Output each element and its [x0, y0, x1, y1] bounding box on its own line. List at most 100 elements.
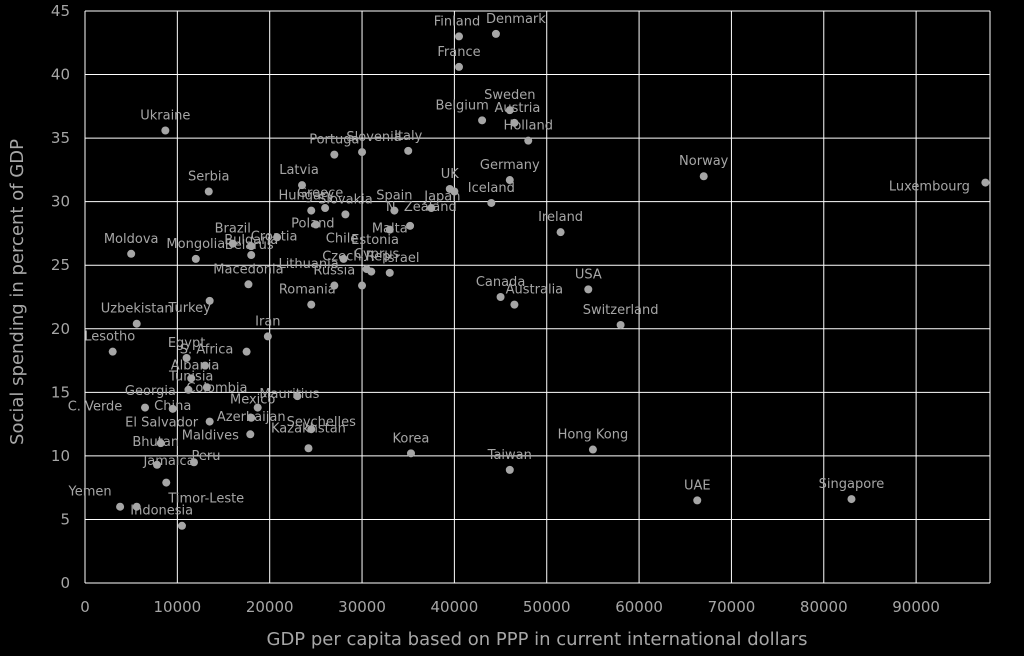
point-label: Slovakia	[318, 192, 373, 207]
x-tick-label: 90000	[892, 598, 940, 616]
point-label: Brazil	[215, 222, 251, 237]
x-tick-label: 30000	[338, 598, 386, 616]
point-label: Kazakhstan	[271, 421, 346, 436]
x-tick-label: 80000	[800, 598, 848, 616]
point-label: Ireland	[538, 210, 583, 225]
y-tick-label: 10	[51, 447, 70, 465]
y-tick-label: 40	[51, 66, 70, 84]
data-point	[168, 404, 177, 413]
y-tick-label: 0	[60, 574, 70, 592]
data-point	[247, 413, 256, 422]
point-label: Lithuania	[278, 257, 338, 272]
point-label: Belarus	[225, 238, 274, 253]
data-point	[330, 150, 339, 159]
y-axis-title: Social spending in percent of GDP	[7, 139, 28, 445]
data-point	[293, 392, 302, 401]
point-label: Peru	[191, 449, 220, 464]
data-point	[246, 430, 255, 439]
point-label: Italy	[394, 129, 423, 144]
point-label: Switzerland	[583, 303, 659, 318]
point-label: Turkey	[168, 301, 212, 316]
point-label: Korea	[393, 431, 430, 446]
point-label: Ukraine	[140, 108, 190, 123]
point-label: Bulgaria	[224, 233, 278, 248]
point-label: Japan	[423, 189, 460, 204]
point-label: Serbia	[188, 169, 229, 184]
point-label: Hong Kong	[558, 428, 629, 443]
data-point	[182, 354, 191, 363]
point-label: Cyprus	[354, 247, 400, 262]
data-point	[556, 228, 565, 237]
data-point	[304, 444, 313, 453]
point-label: Romania	[279, 283, 336, 298]
point-label: Finland	[434, 14, 480, 29]
y-tick-label: 35	[51, 129, 70, 147]
point-label: Iceland	[468, 181, 515, 196]
point-label: Norway	[679, 154, 729, 169]
x-tick-label: 20000	[246, 598, 294, 616]
data-point	[187, 374, 196, 383]
data-point	[478, 116, 487, 125]
data-point	[450, 187, 459, 196]
data-point	[184, 385, 193, 394]
data-point	[339, 254, 348, 263]
point-label: Germany	[480, 158, 540, 173]
data-point	[156, 439, 165, 448]
point-label: Iran	[255, 314, 280, 329]
point-label: Luxembourg	[889, 180, 970, 195]
y-axis-ticks: 0 5 10 15 20 25 30 35 40 45	[51, 2, 70, 592]
data-point	[455, 32, 464, 41]
y-tick-label: 15	[51, 383, 70, 401]
point-label: El Salvador	[125, 416, 199, 431]
point-label: Moldova	[104, 232, 159, 247]
point-label: Malta	[372, 222, 408, 237]
data-point	[510, 300, 519, 309]
data-point	[981, 178, 990, 187]
data-point	[505, 106, 514, 115]
y-tick-label: 5	[60, 510, 70, 528]
data-point	[427, 204, 436, 213]
data-point	[247, 251, 256, 260]
data-point	[298, 181, 307, 190]
data-point	[202, 383, 211, 392]
point-label: Georgia	[125, 384, 176, 399]
point-label: Seychelles	[287, 415, 357, 430]
data-point	[588, 445, 597, 454]
point-label: Albania	[171, 359, 220, 374]
x-tick-label: 40000	[431, 598, 479, 616]
data-point	[204, 187, 213, 196]
point-label: Taiwan	[487, 448, 532, 463]
y-tick-label: 20	[51, 320, 70, 338]
data-point	[307, 425, 316, 434]
x-tick-label: 60000	[615, 598, 663, 616]
grid	[84, 10, 991, 584]
data-point	[699, 172, 708, 181]
x-axis-title: GDP per capita based on PPP in current i…	[267, 629, 808, 650]
point-label: Estonia	[351, 233, 399, 248]
data-point	[616, 320, 625, 329]
data-point	[367, 267, 376, 276]
data-point	[228, 239, 237, 248]
point-label: Portuga	[309, 133, 359, 148]
point-label: Chile	[326, 232, 359, 247]
point-label: Timor-Leste	[167, 492, 244, 507]
data-point	[205, 417, 214, 426]
data-point	[242, 347, 251, 356]
data-point	[307, 300, 316, 309]
x-tick-label: 70000	[708, 598, 756, 616]
data-point	[693, 496, 702, 505]
data-point	[153, 460, 162, 469]
data-point	[191, 254, 200, 263]
point-label: Croatia	[251, 229, 298, 244]
data-point	[496, 293, 505, 301]
point-label: Sweden	[484, 88, 535, 103]
point-label: Jamaica	[142, 454, 194, 469]
data-point	[253, 403, 262, 412]
data-point	[385, 225, 394, 234]
point-label: C. Verde	[68, 400, 123, 415]
data-point	[404, 146, 413, 155]
data-point	[358, 148, 367, 157]
x-tick-label: 10000	[153, 598, 201, 616]
data-point	[161, 126, 170, 135]
